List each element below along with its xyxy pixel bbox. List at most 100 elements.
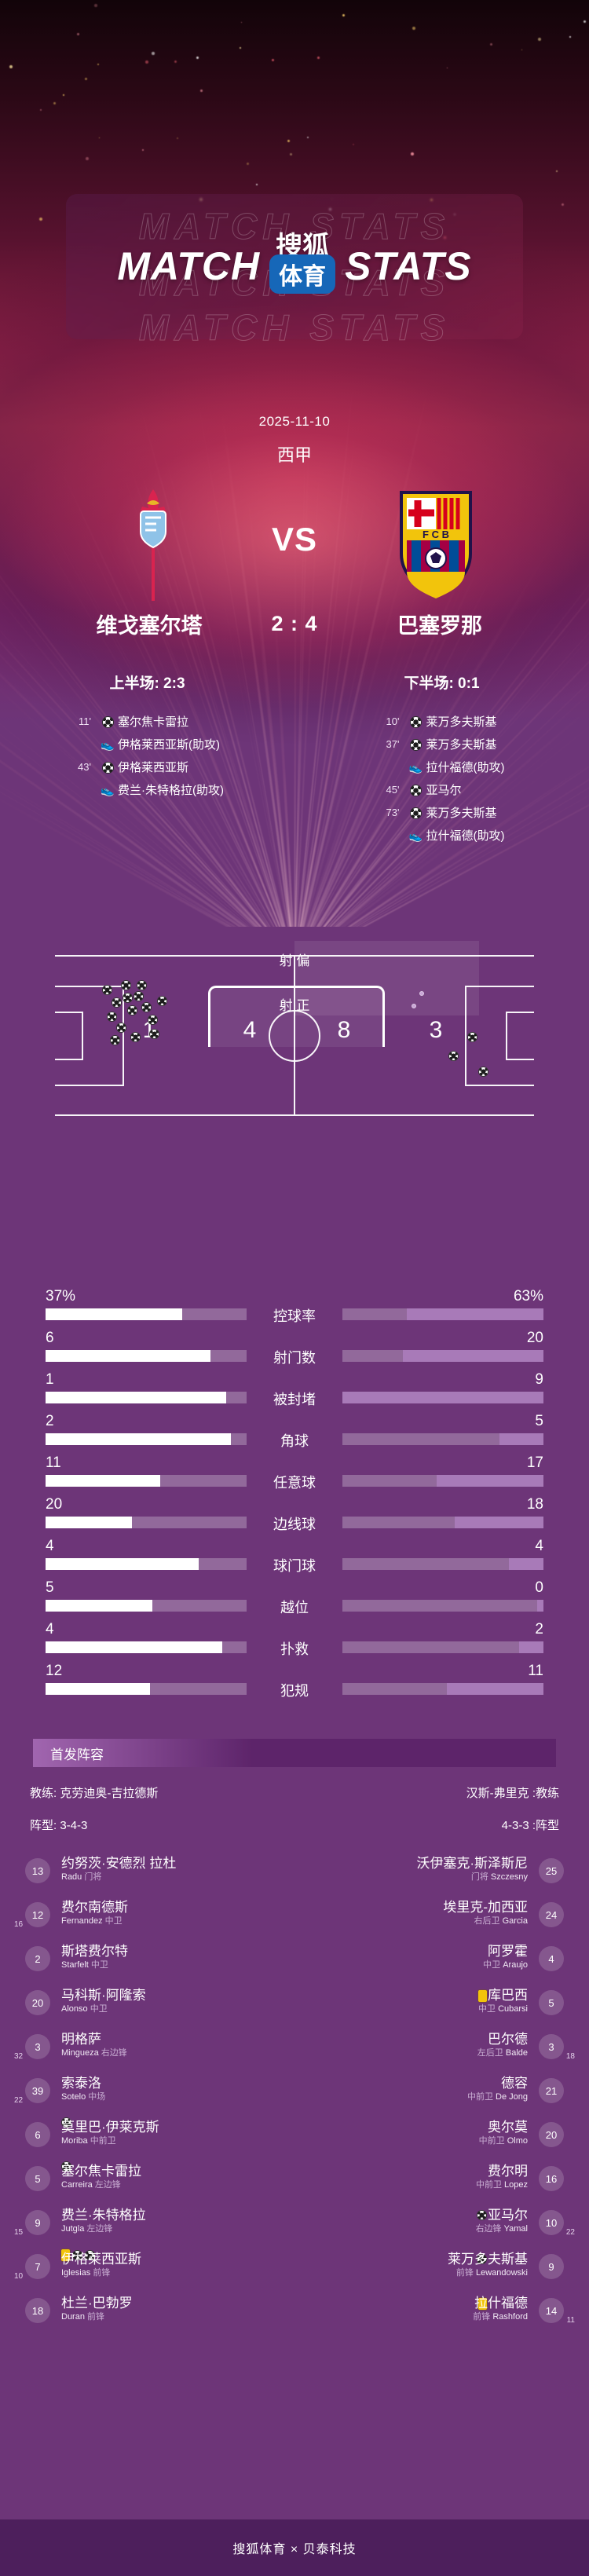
player-entry[interactable]: 7 10 伊格莱西亚斯 Iglesias 前锋 [14, 2246, 293, 2290]
shot-marker [127, 1005, 137, 1015]
shot-marker [116, 1023, 126, 1033]
goal-ball-icon [410, 739, 422, 751]
player-entry[interactable]: 14 11 拉什福德 前锋 Rashford [296, 2290, 575, 2334]
stat-row: 20 18 边线球 [0, 1496, 589, 1538]
player-entry[interactable]: 25 沃伊塞克·斯泽斯尼 门将 Szczesny [296, 1850, 575, 1894]
player-entry[interactable]: 3 32 明格萨 Mingueza 右边锋 [14, 2026, 293, 2070]
away-coach: 汉斯-弗里克 :教练 [466, 1784, 559, 1801]
half-column-1: 下半场: 0:1 10' 莱万多夫斯基 37' 莱万多夫斯基 👟 拉什福德(助攻… [294, 671, 589, 847]
shot-marker [467, 1032, 477, 1042]
jersey-number: 12 [25, 1902, 50, 1927]
player-entry[interactable]: 4 阿罗霍 中卫 Araujo [296, 1938, 575, 1982]
player-name-cn: 亚马尔 [476, 2207, 528, 2223]
formation-row: 阵型: 3-4-3 4-3-3 :阵型 [0, 1817, 589, 1833]
stat-right-value: 18 [527, 1496, 543, 1513]
jersey-number: 6 [25, 2122, 50, 2147]
jersey-number: 10 [539, 2210, 564, 2235]
sub-number: 16 [14, 1920, 23, 1929]
player-entry[interactable]: 9 15 费兰·朱特格拉 Jutgla 左边锋 [14, 2202, 293, 2246]
sohu-sports-logo: 搜狐 体育 [265, 236, 340, 297]
player-name-en: Duran [61, 2312, 85, 2322]
player-entry[interactable]: 5 库巴西 中卫 Cubarsi [296, 1982, 575, 2026]
shot-marker [141, 1002, 152, 1012]
shot-marker [478, 1067, 488, 1077]
half-title: 下半场: 0:1 [294, 671, 589, 693]
goal-event: 73' 莱万多夫斯基 [379, 801, 505, 824]
player-name-cn: 沃伊塞克·斯泽斯尼 [416, 1855, 528, 1872]
player-entry[interactable]: 21 德容 中前卫 De Jong [296, 2070, 575, 2114]
match-stats-logo: MATCH 搜狐 体育 STATS [0, 236, 589, 297]
player-name-en: Araujo [503, 1960, 528, 1970]
player-entry[interactable]: 2 斯塔费尔特 Starfelt 中卫 [14, 1938, 293, 1982]
player-entry[interactable]: 18 杜兰·巴勃罗 Duran 前锋 [14, 2290, 293, 2334]
player-name-cn: 马科斯·阿隆索 [61, 1987, 146, 2003]
player-entry[interactable]: 16 费尔明 中前卫 Lopez [296, 2158, 575, 2202]
shot-marker [448, 1051, 459, 1061]
player-name-cn: 莫里巴·伊莱克斯 [61, 2119, 159, 2135]
player-entry[interactable]: 3 18 巴尔德 左后卫 Balde [296, 2026, 575, 2070]
lineup-row: 20 马科斯·阿隆索 Alonso 中卫 5 库巴西 中卫 Cubarsi [0, 1982, 589, 2026]
player-position: 中前卫 [467, 2092, 493, 2102]
goal-events-section: 上半场: 2:3 11' 塞尔焦卡雷拉 👟 伊格莱西亚斯(助攻) 43' 伊格莱… [0, 671, 589, 847]
player-position: 前锋 [456, 2268, 474, 2278]
player-entry[interactable]: 13 约努茨·安德烈 拉杜 Radu 门将 [14, 1850, 293, 1894]
stat-row: 6 20 射门数 [0, 1330, 589, 1371]
player-name-cn: 杜兰·巴勃罗 [61, 2295, 133, 2311]
player-entry[interactable]: 5 塞尔焦卡雷拉 Carreira 左边锋 [14, 2158, 293, 2202]
player-entry[interactable]: 10 22 亚马尔 右边锋 Yamal [296, 2202, 575, 2246]
shot-marker [148, 1015, 158, 1025]
player-name-cn: 拉什福德 [473, 2295, 528, 2311]
player-position: 门将 [84, 1872, 101, 1882]
stat-bar-left [46, 1475, 247, 1487]
goal-ball-icon [102, 716, 114, 728]
player-position: 中卫 [478, 2004, 496, 2014]
stat-bar-left [46, 1558, 247, 1570]
player-entry[interactable]: 20 马科斯·阿隆索 Alonso 中卫 [14, 1982, 293, 2026]
event-player: 拉什福德(助攻) [426, 827, 505, 843]
lineup-row: 5 塞尔焦卡雷拉 Carreira 左边锋 16 费尔明 中前卫 Lopez [0, 2158, 589, 2202]
stat-right-value: 0 [535, 1579, 543, 1597]
player-entry[interactable]: 20 奥尔莫 中前卫 Olmo [296, 2114, 575, 2158]
goal-event: 👟 费兰·朱特格拉(助攻) [71, 778, 224, 801]
stat-bar-left [46, 1683, 247, 1695]
sub-number: 15 [14, 2228, 23, 2237]
player-position: 左边锋 [95, 2180, 121, 2190]
stat-left-value: 37% [46, 1288, 75, 1305]
jersey-number: 7 [25, 2254, 50, 2279]
jersey-number: 24 [539, 1902, 564, 1927]
player-position: 中前卫 [479, 2136, 505, 2146]
stat-right-value: 2 [535, 1621, 543, 1638]
goal-event: 👟 拉什福德(助攻) [379, 756, 505, 778]
stat-bar-right [342, 1308, 543, 1320]
lineup-row: 39 22 索泰洛 Sotelo 中场 21 德容 中前卫 De Jong [0, 2070, 589, 2114]
player-name-en: Cubarsi [498, 2004, 528, 2014]
event-player: 拉什福德(助攻) [426, 759, 505, 775]
stat-bar-right [342, 1683, 543, 1695]
teams-score-row: 维戈塞尔塔 2 : 4 巴塞罗那 [0, 609, 589, 639]
player-entry[interactable]: 12 16 费尔南德斯 Fernandez 中卫 [14, 1894, 293, 1938]
player-entry[interactable]: 39 22 索泰洛 Sotelo 中场 [14, 2070, 293, 2114]
stat-bar-left [46, 1350, 247, 1362]
event-player: 伊格莱西亚斯 [118, 759, 188, 775]
sub-number: 32 [14, 2052, 23, 2061]
goal-event: 11' 塞尔焦卡雷拉 [71, 710, 224, 733]
player-entry[interactable]: 9 莱万多夫斯基 前锋 Lewandowski [296, 2246, 575, 2290]
player-entry[interactable]: 24 埃里克-加西亚 右后卫 Garcia [296, 1894, 575, 1938]
pitch-diagram [55, 955, 534, 1116]
player-name-en: Starfelt [61, 1960, 89, 1970]
player-entry[interactable]: 6 莫里巴·伊莱克斯 Moriba 中前卫 [14, 2114, 293, 2158]
stat-row: 4 4 球门球 [0, 1538, 589, 1579]
jersey-number: 18 [25, 2298, 50, 2323]
match-league: 西甲 [0, 441, 589, 467]
player-name-cn: 阿罗霍 [483, 1943, 528, 1959]
stat-bar-right [342, 1475, 543, 1487]
player-position: 中场 [88, 2092, 105, 2102]
match-date: 2025-11-10 [0, 414, 589, 430]
home-formation: 阵型: 3-4-3 [30, 1817, 87, 1833]
goal-event: 37' 莱万多夫斯基 [379, 733, 505, 756]
event-player: 莱万多夫斯基 [426, 713, 497, 730]
player-position: 中前卫 [90, 2136, 116, 2146]
stat-left-value: 6 [46, 1330, 54, 1347]
stat-bar-left [46, 1641, 247, 1653]
stat-left-value: 4 [46, 1621, 54, 1638]
